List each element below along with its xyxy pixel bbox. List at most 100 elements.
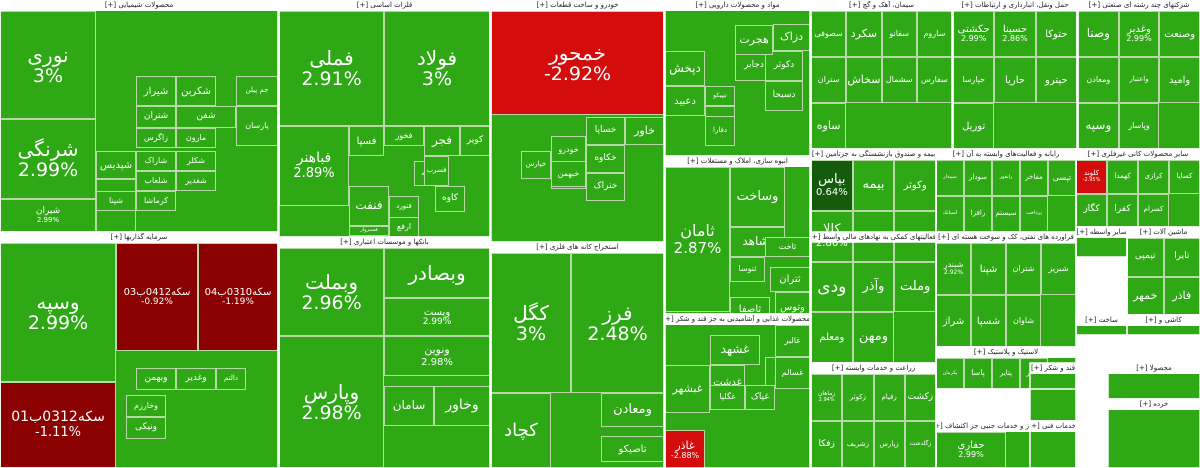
- sector-box[interactable]: محصولات شیمیایی [+] نوری 3% شرنگی 2.99% شیران…: [0, 0, 278, 232]
- stock-tile[interactable]: سفانو: [881, 11, 917, 57]
- stock-tile[interactable]: وبهمن: [136, 368, 176, 390]
- stock-tile[interactable]: وصنا: [1078, 11, 1119, 57]
- stock-tile[interactable]: خپارس: [521, 151, 551, 179]
- stock-tile[interactable]: زگلدشت: [904, 421, 936, 468]
- stock-tile[interactable]: زفکا: [811, 421, 843, 468]
- stock-tile[interactable]: وغدیر 2.99%: [1118, 11, 1160, 57]
- stock-tile[interactable]: خاور: [625, 117, 664, 145]
- stock-tile[interactable]: فاذر: [1163, 276, 1200, 315]
- sector-box[interactable]: خودرو و ساخت قطعات [+] خمحور -2.92% خساپا خو…: [491, 0, 664, 242]
- stock-tile[interactable]: وسپه 2.99%: [0, 243, 116, 382]
- stock-tile[interactable]: فنورد: [389, 196, 419, 218]
- stock-tile[interactable]: کهمدا: [1107, 160, 1138, 194]
- stock-tile[interactable]: وآذر: [852, 261, 895, 313]
- sector-box[interactable]: سایر واسطه [+]: [1076, 227, 1127, 257]
- stock-tile[interactable]: ومعلم: [811, 312, 853, 363]
- stock-tile[interactable]: وپارس 2.98%: [279, 336, 384, 468]
- sector-box[interactable]: محصولا [+]: [1108, 363, 1200, 399]
- stock-tile[interactable]: وبملت 2.96%: [279, 248, 384, 336]
- stock-tile[interactable]: حپارسا: [953, 57, 995, 103]
- stock-tile[interactable]: پرداخت: [1020, 196, 1048, 232]
- stock-tile[interactable]: شرنگی 2.99%: [0, 119, 96, 199]
- stock-tile[interactable]: غپاک: [745, 385, 775, 410]
- sector-box[interactable]: سیمان، آهک و گچ [+] سصوفی سکرد سفانو ساروم ست…: [811, 0, 952, 149]
- stock-tile[interactable]: سشمال: [881, 57, 917, 103]
- stock-tile[interactable]: خمحور -2.92%: [491, 11, 664, 115]
- stock-tile[interactable]: فجر: [424, 126, 460, 156]
- stock-tile[interactable]: پارسان: [236, 106, 278, 146]
- stock-tile[interactable]: فرز 2.48%: [571, 253, 664, 393]
- stock-tile[interactable]: وامید: [1159, 57, 1200, 103]
- stock-tile[interactable]: وخاور: [434, 386, 490, 426]
- stock-tile[interactable]: وسپه: [1078, 103, 1119, 149]
- stock-tile[interactable]: شکربن: [176, 76, 216, 106]
- stock-tile[interactable]: کگاز: [1076, 193, 1107, 227]
- stock-tile[interactable]: شتران: [1006, 243, 1041, 295]
- stock-tile[interactable]: سکه0312ب01 -1.11%: [0, 382, 116, 468]
- stock-tile[interactable]: ونوین 2.98%: [384, 336, 490, 376]
- stock-tile[interactable]: کویر: [460, 126, 490, 156]
- sector-box[interactable]: استخراج کانه های فلزی [+] کگل 3% فرز 2.48% کچ…: [491, 242, 664, 468]
- sector-box[interactable]: حمل ونقل، انبارداری و ارتباطات [+] حکشتی 2…: [953, 0, 1077, 149]
- stock-tile[interactable]: دسبحا: [765, 81, 803, 111]
- stock-tile[interactable]: شلعاب: [136, 171, 176, 191]
- stock-tile[interactable]: فخوز: [384, 126, 424, 146]
- stock-tile[interactable]: شپنا: [971, 243, 1006, 295]
- stock-tile[interactable]: شپدیس: [96, 151, 136, 179]
- stock-tile[interactable]: وپاسار: [1118, 103, 1160, 149]
- stock-tile[interactable]: شراز: [936, 295, 971, 347]
- stock-tile[interactable]: توریل: [953, 103, 995, 149]
- stock-tile[interactable]: دفارا: [705, 116, 735, 146]
- stock-tile[interactable]: دالتم: [216, 368, 246, 390]
- stock-tile[interactable]: وپست 2.99%: [384, 298, 490, 336]
- stock-tile[interactable]: جم پیلن: [236, 76, 278, 106]
- stock-tile[interactable]: کرازی: [1138, 160, 1169, 194]
- stock-tile[interactable]: شغدیر: [176, 171, 216, 191]
- stock-tile[interactable]: غسالم: [775, 357, 810, 389]
- stock-tile[interactable]: کفرا: [1107, 193, 1138, 227]
- stock-tile[interactable]: پکرمان: [936, 358, 964, 389]
- stock-tile[interactable]: وملت: [894, 261, 936, 313]
- stock-tile[interactable]: مارون: [176, 128, 216, 148]
- stock-tile[interactable]: غگلپا: [710, 385, 745, 410]
- stock-tile[interactable]: ساوه: [811, 103, 847, 149]
- sector-box[interactable]: مواد و محصولات دارویی [+]دزاکدپخشدعبیددت…: [665, 0, 810, 156]
- stock-tile[interactable]: فنفت: [349, 186, 389, 226]
- stock-tile[interactable]: ستران: [811, 57, 847, 103]
- stock-tile[interactable]: شبندر 2.92%: [936, 243, 971, 295]
- stock-tile[interactable]: ومعادن: [601, 393, 664, 427]
- sector-box[interactable]: خرده [+]: [1108, 399, 1200, 468]
- sector-box[interactable]: سرمایه گذاریها [+] وسپه 2.99% سکه0412ب03 -0.…: [0, 232, 278, 468]
- stock-tile[interactable]: شسپا: [971, 295, 1006, 347]
- stock-tile[interactable]: زکوثر: [842, 374, 874, 421]
- stock-tile[interactable]: خمهر: [1127, 276, 1164, 315]
- stock-tile[interactable]: خبهمن: [551, 161, 586, 187]
- sector-title[interactable]: فعالیتهای کمکی به نهادهای مالی واسط [+]: [811, 232, 936, 242]
- sector-box[interactable]: ساخت [+]: [1076, 315, 1127, 335]
- stock-tile[interactable]: سامان: [384, 386, 434, 426]
- stock-tile[interactable]: کاوه: [435, 186, 465, 212]
- stock-tile[interactable]: کساپا: [1169, 160, 1200, 194]
- stock-tile[interactable]: ثنوسا: [730, 257, 765, 282]
- stock-tile[interactable]: ثامان 2.87%: [665, 167, 730, 312]
- stock-tile[interactable]: پتایر: [992, 358, 1020, 389]
- stock-tile[interactable]: مفاخر: [1020, 160, 1048, 196]
- stock-tile[interactable]: شفن: [176, 106, 236, 128]
- stock-tile[interactable]: وتوس: [775, 292, 810, 314]
- stock-tile[interactable]: اسیاتک: [936, 196, 964, 232]
- sector-box[interactable]: رایانه و فعالیت‌های وابسته به آن [+] سپید…: [936, 149, 1076, 232]
- stock-tile[interactable]: شیراز: [136, 76, 176, 106]
- stock-tile[interactable]: وخارزم: [126, 395, 166, 417]
- sector-box[interactable]: کاشی و [+]: [1127, 315, 1200, 335]
- stock-tile[interactable]: شپنا: [96, 191, 136, 211]
- stock-tile[interactable]: فولاد 3%: [384, 11, 490, 126]
- stock-tile[interactable]: تپسی: [1048, 160, 1076, 196]
- stock-tile[interactable]: شیران 2.99%: [0, 199, 96, 232]
- stock-tile[interactable]: فسبزوار: [349, 226, 389, 236]
- sector-box[interactable]: بانکها و موسسات اعتباری [+] وبملت 2.96% وپا…: [279, 237, 490, 468]
- sector-box[interactable]: محصولات غذایی و آشامیدنی به جز قند و شکر…: [665, 314, 810, 468]
- stock-tile[interactable]: فسپا: [349, 126, 384, 156]
- stock-tile[interactable]: کرماشا: [136, 191, 176, 211]
- stock-tile[interactable]: زپارس: [873, 421, 905, 468]
- stock-tile[interactable]: حسینا 2.86%: [994, 11, 1036, 57]
